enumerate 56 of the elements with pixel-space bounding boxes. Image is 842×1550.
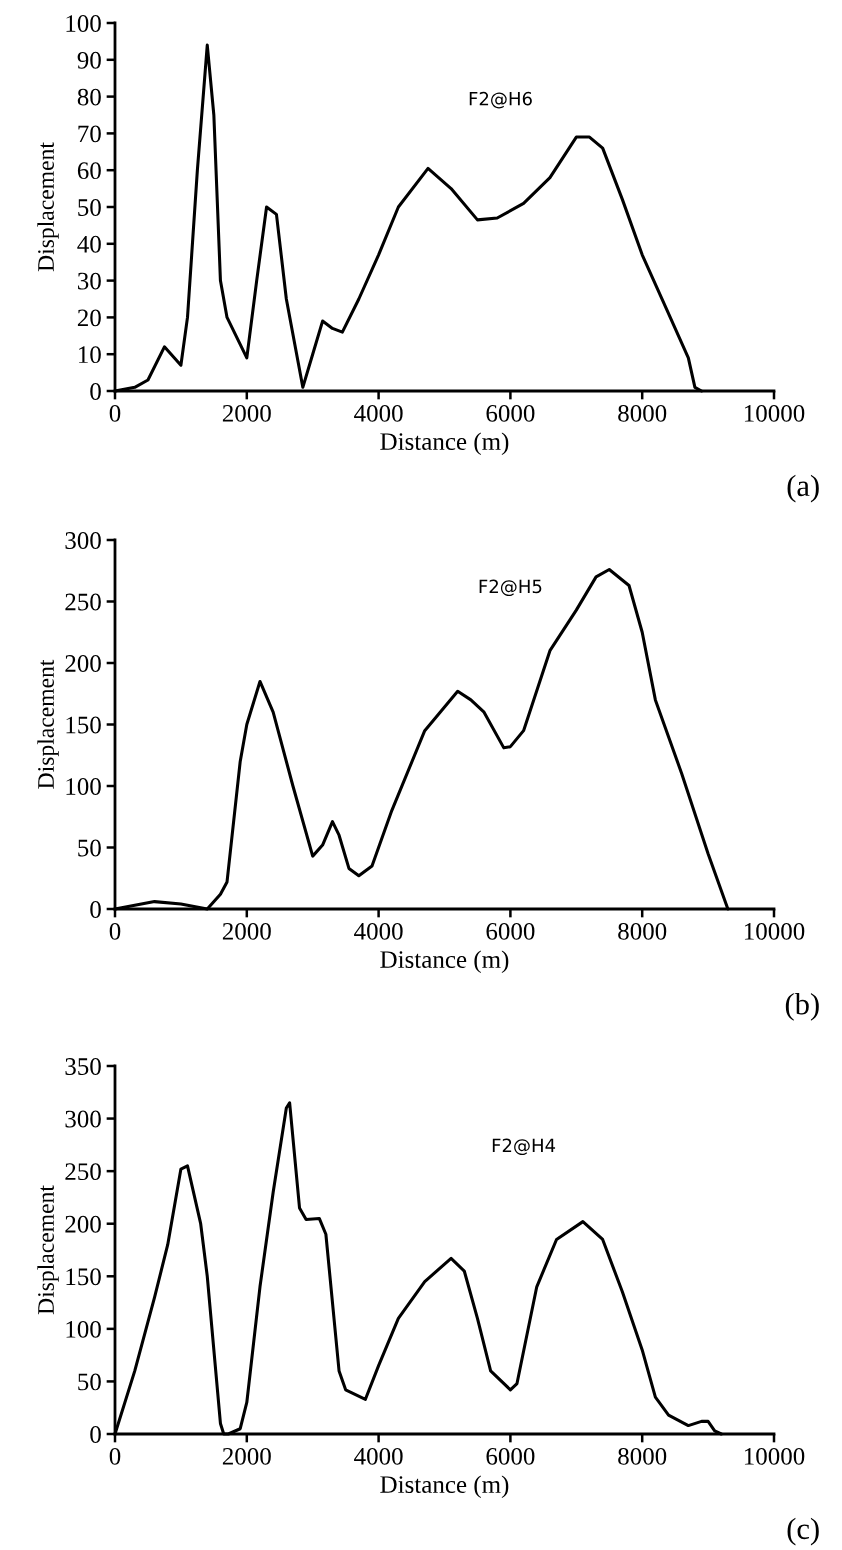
x-axis-title: Distance (m) [380, 950, 509, 974]
y-tick-label: 90 [77, 51, 101, 69]
x-tick-label: 10000 [744, 922, 805, 940]
x-tick-label: 8000 [618, 404, 667, 422]
annotation: F2@H4 [492, 1138, 556, 1156]
x-tick-label: 10000 [744, 404, 805, 422]
y-tick-label: 0 [90, 383, 101, 400]
x-axis-title: Distance (m) [380, 1475, 509, 1499]
x-tick-label: 6000 [486, 1447, 535, 1465]
y-tick-label: 200 [65, 1215, 101, 1233]
annotation: F2@H5 [479, 579, 542, 597]
y-tick-label: 100 [66, 15, 101, 32]
y-axis-title: Displacement [37, 659, 59, 789]
y-tick-label: 60 [77, 162, 101, 180]
x-axis-title: Distance (m) [380, 432, 509, 456]
x-tick-label: 2000 [222, 922, 271, 940]
y-tick-label: 300 [65, 1110, 101, 1128]
x-tick-label: 6000 [486, 404, 535, 422]
x-tick-label: 4000 [354, 922, 403, 940]
x-tick-label: 10000 [744, 1447, 805, 1465]
x-tick-label: 4000 [354, 404, 403, 422]
y-axis-title: Displacement [37, 142, 59, 272]
annotation: F2@H6 [469, 91, 532, 109]
y-tick-label: 200 [65, 655, 101, 672]
y-tick-label: 70 [78, 125, 101, 143]
x-tick-label: 8000 [618, 922, 667, 940]
y-tick-label: 80 [77, 88, 101, 106]
y-tick-label: 10 [79, 346, 101, 364]
x-tick-label: 0 [109, 1447, 121, 1465]
y-tick-label: 40 [77, 235, 101, 253]
y-tick-label: 350 [65, 1058, 101, 1075]
x-tick-label: 8000 [618, 1447, 667, 1465]
y-tick-label: 0 [90, 901, 101, 918]
text: (b) [785, 992, 819, 1021]
x-tick-label: 0 [109, 404, 121, 422]
x-tick-label: 6000 [486, 922, 535, 940]
x-tick-label: 4000 [354, 1447, 403, 1465]
y-tick-label: 150 [66, 1268, 101, 1286]
x-tick-label: 2000 [222, 404, 271, 422]
y-tick-label: 250 [65, 593, 101, 611]
y-tick-label: 0 [90, 1426, 101, 1443]
text: (a) [787, 474, 819, 503]
y-tick-label: 50 [78, 1373, 101, 1391]
y-tick-label: 250 [65, 1163, 101, 1181]
y-tick-label: 20 [77, 309, 101, 327]
y-tick-label: 100 [66, 1320, 101, 1338]
y-tick-label: 150 [66, 716, 101, 734]
x-tick-label: 0 [109, 922, 121, 940]
y-tick-label: 300 [65, 532, 101, 549]
y-tick-label: 30 [78, 272, 101, 290]
text: (c) [787, 1517, 819, 1546]
x-tick-label: 2000 [222, 1447, 271, 1465]
y-axis-title: Displacement [37, 1185, 59, 1315]
y-tick-label: 50 [78, 839, 101, 857]
y-tick-label: 50 [78, 199, 101, 216]
y-tick-label: 100 [66, 778, 101, 795]
